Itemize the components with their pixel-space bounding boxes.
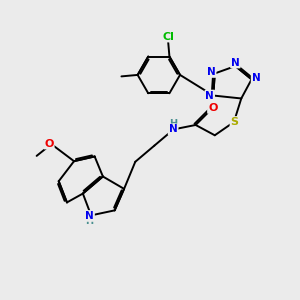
Text: H: H	[85, 216, 94, 226]
Text: N: N	[206, 91, 214, 100]
Text: N: N	[169, 124, 177, 134]
Text: Cl: Cl	[162, 32, 174, 41]
Text: N: N	[231, 58, 240, 68]
Text: N: N	[252, 73, 260, 83]
Text: O: O	[208, 103, 218, 113]
Text: S: S	[230, 117, 238, 127]
Text: O: O	[44, 139, 54, 148]
Text: N: N	[85, 211, 94, 221]
Text: N: N	[207, 67, 216, 77]
Text: H: H	[169, 119, 178, 129]
